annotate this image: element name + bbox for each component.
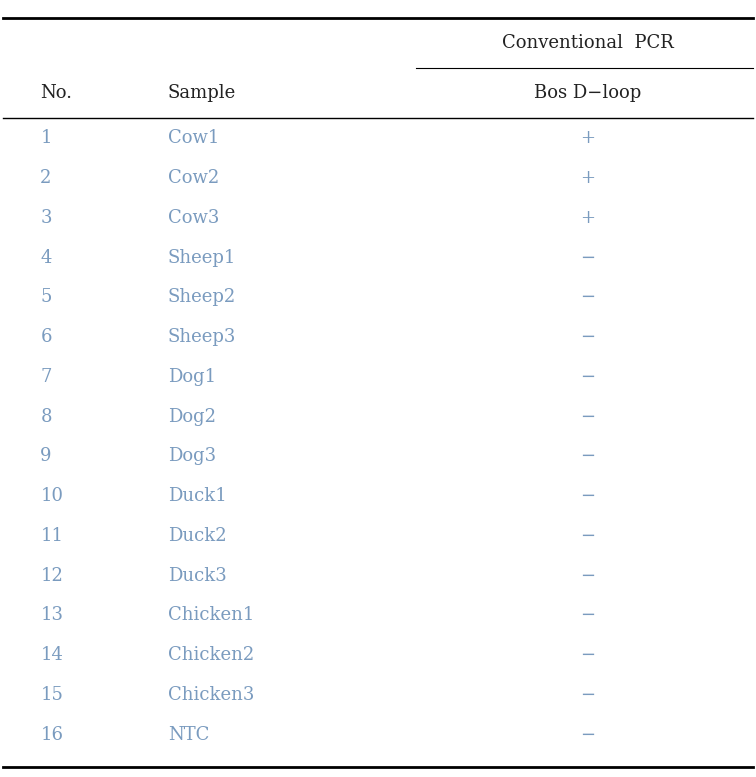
Text: 9: 9: [40, 448, 52, 465]
Text: 2: 2: [40, 169, 51, 187]
Text: 6: 6: [40, 328, 52, 346]
Text: No.: No.: [40, 85, 73, 103]
Text: 8: 8: [40, 408, 52, 426]
Text: −: −: [581, 527, 596, 545]
Text: −: −: [581, 249, 596, 267]
Text: 5: 5: [40, 288, 51, 306]
Text: +: +: [581, 130, 596, 148]
Text: Sheep3: Sheep3: [168, 328, 237, 346]
Text: Cow1: Cow1: [168, 130, 219, 148]
Text: Sheep2: Sheep2: [168, 288, 236, 306]
Text: −: −: [581, 726, 596, 744]
Text: 1: 1: [40, 130, 52, 148]
Text: −: −: [581, 566, 596, 584]
Text: 12: 12: [40, 566, 64, 584]
Text: Duck2: Duck2: [168, 527, 227, 545]
Text: Cow3: Cow3: [168, 209, 219, 227]
Text: 13: 13: [40, 606, 64, 625]
Text: 16: 16: [40, 726, 64, 744]
Text: 7: 7: [40, 368, 51, 386]
Text: Sample: Sample: [168, 85, 236, 103]
Text: −: −: [581, 288, 596, 306]
Text: −: −: [581, 408, 596, 426]
Text: −: −: [581, 487, 596, 505]
Text: −: −: [581, 606, 596, 625]
Text: +: +: [581, 209, 596, 227]
Text: Dog2: Dog2: [168, 408, 216, 426]
Text: −: −: [581, 686, 596, 704]
Text: Chicken1: Chicken1: [168, 606, 254, 625]
Text: −: −: [581, 368, 596, 386]
Text: Chicken2: Chicken2: [168, 646, 254, 664]
Text: −: −: [581, 448, 596, 465]
Text: Duck1: Duck1: [168, 487, 227, 505]
Text: 15: 15: [40, 686, 64, 704]
Text: 14: 14: [40, 646, 64, 664]
Text: Duck3: Duck3: [168, 566, 227, 584]
Text: 10: 10: [40, 487, 64, 505]
Text: 11: 11: [40, 527, 64, 545]
Text: NTC: NTC: [168, 726, 209, 744]
Text: Dog1: Dog1: [168, 368, 216, 386]
Text: 3: 3: [40, 209, 52, 227]
Text: Sheep1: Sheep1: [168, 249, 237, 267]
Text: Cow2: Cow2: [168, 169, 219, 187]
Text: Conventional  PCR: Conventional PCR: [502, 34, 674, 52]
Text: 4: 4: [40, 249, 51, 267]
Text: −: −: [581, 328, 596, 346]
Text: Chicken3: Chicken3: [168, 686, 254, 704]
Text: +: +: [581, 169, 596, 187]
Text: −: −: [581, 646, 596, 664]
Text: Bos D−loop: Bos D−loop: [534, 85, 642, 103]
Text: Dog3: Dog3: [168, 448, 216, 465]
